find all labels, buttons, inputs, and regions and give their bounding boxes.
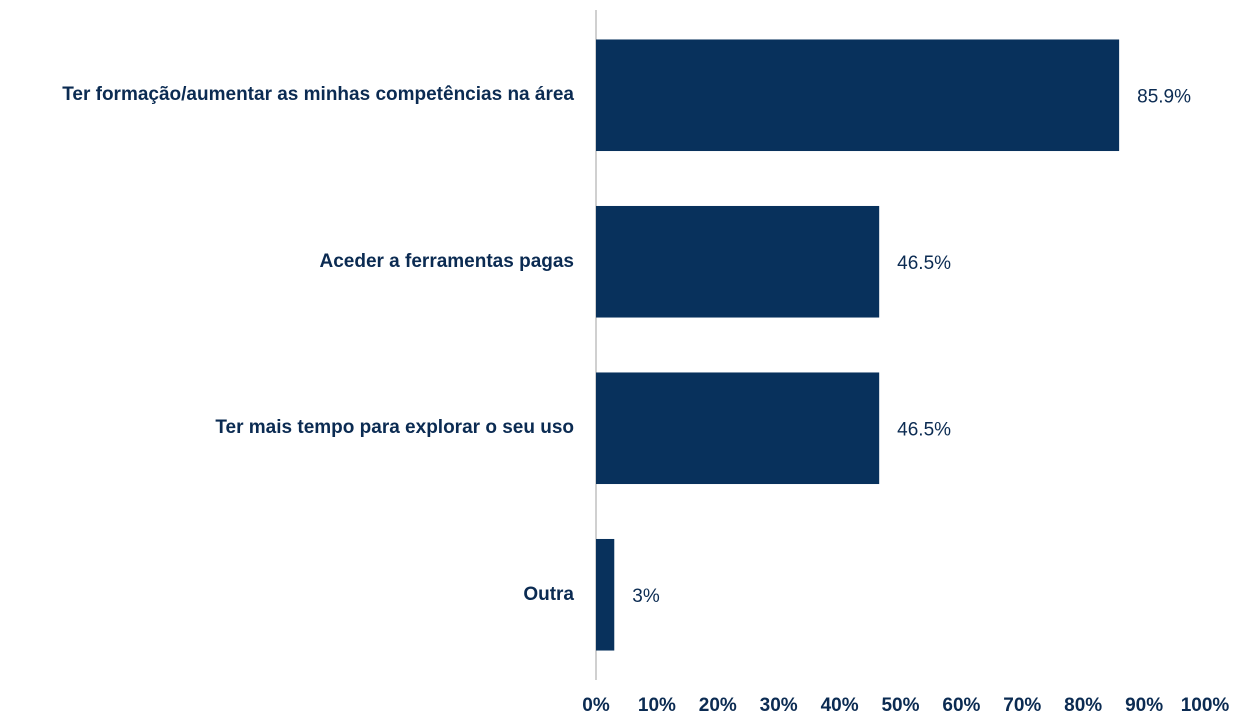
category-label: Aceder a ferramentas pagas (319, 250, 574, 272)
bar (596, 372, 880, 485)
bar (596, 538, 615, 651)
x-tick-label: 50% (881, 695, 919, 716)
category-label: Ter mais tempo para explorar o seu uso (215, 417, 574, 439)
x-tick-label: 60% (942, 695, 980, 716)
value-label: 46.5% (897, 253, 951, 274)
x-tick-label: 40% (821, 695, 859, 716)
value-label: 3% (632, 586, 660, 607)
x-tick-label: 30% (760, 695, 798, 716)
category-label: Outra (523, 583, 574, 605)
bar (596, 205, 880, 318)
x-tick-label: 70% (1003, 695, 1041, 716)
x-tick-label: 100% (1181, 695, 1230, 716)
x-tick-label: 10% (638, 695, 676, 716)
x-tick-label: 80% (1064, 695, 1102, 716)
x-tick-label: 90% (1125, 695, 1163, 716)
value-label: 85.9% (1137, 86, 1191, 107)
x-tick-label: 20% (699, 695, 737, 716)
x-tick-label: 0% (582, 695, 610, 716)
bar (596, 39, 1120, 152)
category-label: Ter formação/aumentar as minhas competên… (62, 84, 574, 106)
value-label: 46.5% (897, 419, 951, 440)
